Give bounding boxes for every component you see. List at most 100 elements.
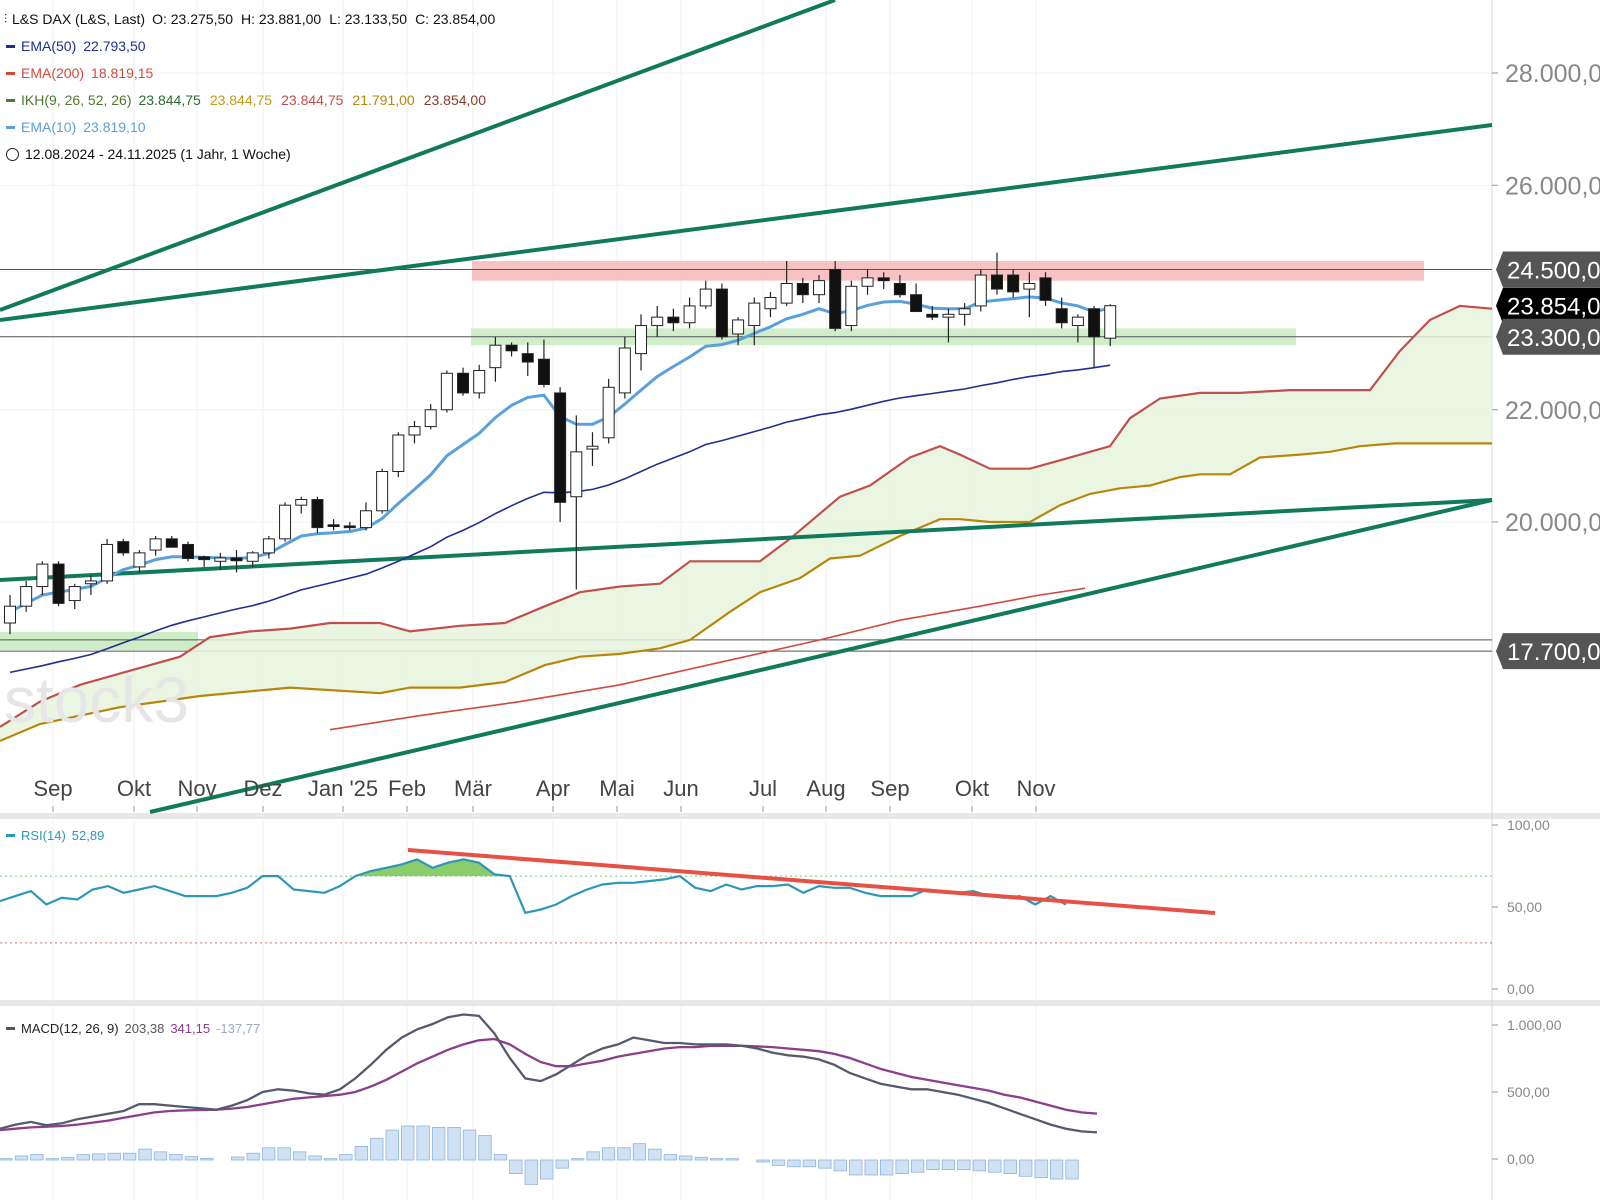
rsi-panel: 100,00 50,00 0,00 bbox=[0, 817, 1550, 997]
candle bbox=[181, 541, 194, 562]
legend-name: IKH(9, 26, 52, 26) bbox=[21, 92, 132, 108]
macd-histogram-bar bbox=[231, 1156, 245, 1161]
candle bbox=[537, 339, 550, 388]
legend-swatch bbox=[6, 99, 15, 102]
macd-histogram-bar bbox=[493, 1154, 508, 1161]
candle-down-body bbox=[505, 344, 518, 352]
candle-down-body bbox=[893, 282, 906, 296]
macd-histogram-bar bbox=[1003, 1159, 1017, 1174]
macd-histogram-bar bbox=[462, 1129, 477, 1161]
macd-histogram-bar bbox=[586, 1151, 600, 1161]
legend-value: 22.793,50 bbox=[83, 38, 146, 54]
macd-values: 203,38 341,15 -137,77 bbox=[125, 1021, 267, 1036]
candle-down-body bbox=[311, 499, 324, 529]
candle-down-body bbox=[877, 277, 890, 282]
macd-tick-label: 1.000,00 bbox=[1507, 1017, 1562, 1033]
candle-up-body bbox=[473, 369, 486, 394]
macd-histogram-bar bbox=[478, 1135, 492, 1161]
period-text: 12.08.2024 - 24.11.2025 (1 Jahr, 1 Woche… bbox=[25, 146, 291, 162]
candle-up-body bbox=[424, 409, 437, 428]
panel-separator bbox=[0, 1000, 1600, 1006]
macd-histogram-bar bbox=[14, 1155, 29, 1161]
month-label: Nov bbox=[1016, 776, 1055, 801]
candle bbox=[829, 261, 842, 332]
rsi-line bbox=[0, 858, 1067, 915]
legend-row-2: IKH(9, 26, 52, 26) 23.844,75 23.844,75 23.8… bbox=[4, 87, 503, 114]
candle-down-body bbox=[910, 294, 923, 313]
candle bbox=[359, 502, 372, 531]
candle bbox=[489, 336, 502, 382]
ohlc-1: H: 23.881,00 bbox=[241, 11, 322, 27]
candle-up-body bbox=[440, 372, 453, 411]
macd-histogram-bar bbox=[370, 1137, 384, 1161]
candle-up-body bbox=[748, 302, 761, 327]
candle bbox=[942, 308, 955, 343]
macd-histogram-bar bbox=[648, 1148, 662, 1161]
rsi-label: RSI(14) bbox=[21, 828, 66, 843]
macd-histogram-bar bbox=[308, 1155, 322, 1161]
candle bbox=[910, 283, 923, 313]
legend-swatch bbox=[6, 126, 15, 129]
macd-histogram-bar bbox=[153, 1151, 168, 1161]
candle-down-body bbox=[198, 556, 211, 561]
candle-up-body bbox=[732, 319, 745, 335]
candle-down-body bbox=[230, 557, 243, 562]
macd-value: -137,77 bbox=[216, 1021, 261, 1036]
macd-swatch bbox=[6, 1027, 15, 1030]
ema200-line bbox=[329, 587, 1086, 731]
candle-up-body bbox=[974, 274, 987, 307]
candle-down-body bbox=[1088, 308, 1101, 338]
month-label: Nov bbox=[177, 776, 216, 801]
ohlc-3: C: 23.854,00 bbox=[415, 11, 496, 27]
candle-up-body bbox=[764, 297, 777, 310]
trend-line-3 bbox=[149, 498, 1493, 814]
month-label: Sep bbox=[870, 776, 909, 801]
candle bbox=[958, 303, 971, 326]
macd-histogram-bar bbox=[524, 1159, 538, 1185]
candle-down-body bbox=[926, 313, 939, 318]
candle-down-body bbox=[554, 392, 567, 503]
macd-histogram-bar bbox=[184, 1156, 199, 1161]
macd-histogram-bar bbox=[880, 1159, 894, 1176]
candle-up-body bbox=[359, 510, 372, 529]
candle bbox=[101, 538, 114, 584]
candle bbox=[4, 594, 16, 635]
legend-value: 18.819,15 bbox=[91, 65, 154, 81]
candle-up-body bbox=[780, 282, 793, 304]
macd-histogram-bar bbox=[61, 1156, 75, 1161]
stock3-watermark: stock3 bbox=[4, 664, 189, 736]
candle-up-body bbox=[651, 316, 664, 327]
macd-histogram-bar bbox=[895, 1159, 909, 1174]
candle bbox=[457, 367, 470, 396]
candle bbox=[295, 496, 308, 514]
candle bbox=[715, 283, 728, 340]
macd-histogram-bar bbox=[45, 1158, 59, 1161]
candle-up-body bbox=[214, 557, 227, 562]
level-tag bbox=[1496, 633, 1600, 670]
macd-histogram-bar bbox=[679, 1155, 693, 1161]
candle bbox=[246, 551, 259, 567]
period-row: 12.08.2024 - 24.11.2025 (1 Jahr, 1 Woche… bbox=[4, 141, 503, 168]
month-label: Okt bbox=[117, 776, 151, 801]
legend-value: 23.844,75 bbox=[138, 92, 201, 108]
candle bbox=[861, 269, 874, 295]
candle bbox=[117, 538, 130, 556]
candle bbox=[974, 269, 987, 312]
price-tick-label: 28.000,00 bbox=[1505, 60, 1600, 88]
candle bbox=[893, 275, 906, 298]
candle-up-body bbox=[20, 586, 33, 607]
macd-histogram-bar bbox=[246, 1152, 260, 1161]
macd-histogram-bar bbox=[725, 1158, 739, 1161]
candle-up-body bbox=[262, 538, 275, 554]
macd-histogram-bar bbox=[694, 1156, 708, 1161]
macd-histogram-bar bbox=[601, 1147, 616, 1161]
candle bbox=[1071, 314, 1084, 343]
candle bbox=[845, 280, 858, 332]
candle-down-body bbox=[165, 538, 178, 548]
price-tick-label: 20.000,00 bbox=[1505, 509, 1600, 537]
header-row: ⫶ L&S DAX (L&S, Last) O: 23.275,50 H: 23.… bbox=[4, 6, 503, 33]
macd-histogram-bar bbox=[292, 1151, 307, 1161]
macd-histogram-bar bbox=[339, 1154, 353, 1161]
